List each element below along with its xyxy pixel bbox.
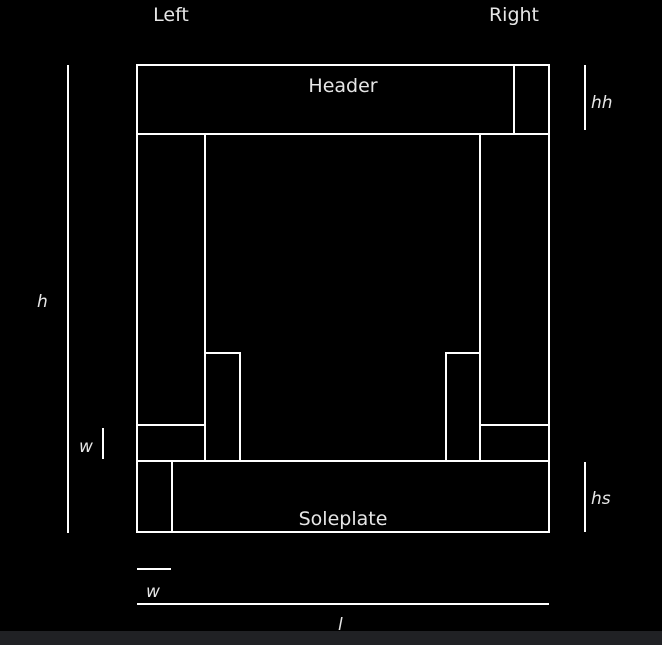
label-l: l [338, 615, 343, 635]
right-jack-stud [445, 352, 481, 462]
label-w-bottom: w [146, 582, 160, 602]
label-w-side: w [79, 437, 93, 457]
bottom-bar [0, 631, 662, 645]
label-soleplate: Soleplate [299, 508, 388, 530]
label-hs: hs [591, 489, 611, 509]
label-left: Left [153, 4, 189, 26]
left-jack-stud [204, 352, 241, 462]
label-hh: hh [591, 93, 613, 113]
outer-frame [136, 64, 550, 533]
label-right: Right [489, 4, 539, 26]
label-h: h [37, 292, 48, 312]
label-header: Header [308, 75, 377, 97]
